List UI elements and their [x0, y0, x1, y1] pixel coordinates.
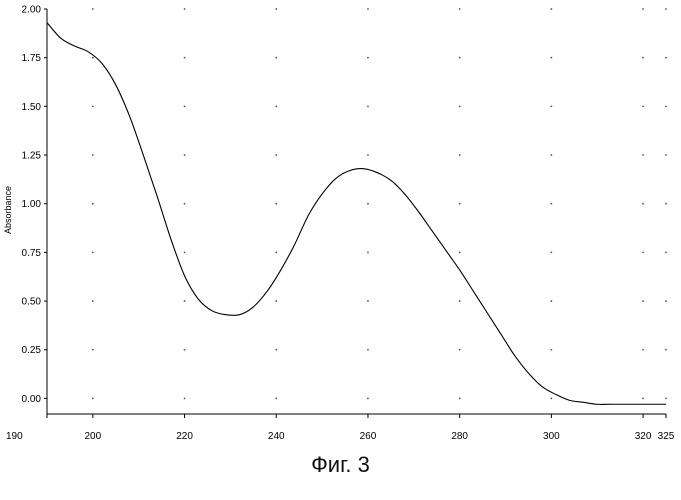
y-axis-title: Absorbance [3, 186, 13, 234]
grid-dot [459, 57, 461, 59]
grid-dot [459, 300, 461, 302]
grid-dot [92, 349, 94, 351]
grid-dot [367, 203, 369, 205]
x-tick-label: 220 [176, 431, 193, 442]
grid-dot [184, 251, 186, 253]
grid-dot [184, 300, 186, 302]
absorbance-curve [47, 23, 666, 405]
grid-dot [642, 300, 644, 302]
grid-dot [665, 154, 667, 156]
grid-dot [184, 105, 186, 107]
grid-dot [367, 251, 369, 253]
grid-dot [642, 398, 644, 400]
y-tick-label: 1.00 [22, 199, 42, 210]
grid-dot [275, 8, 277, 10]
grid-dot [459, 203, 461, 205]
grid-dot [92, 251, 94, 253]
grid-dot [665, 349, 667, 351]
grid-dot [459, 8, 461, 10]
grid-dot [642, 8, 644, 10]
grid-dot [184, 349, 186, 351]
y-tick-label: 0.75 [22, 248, 42, 259]
grid-dot [275, 105, 277, 107]
grid-dot [550, 105, 552, 107]
grid-dot [459, 105, 461, 107]
grid-dots [92, 8, 667, 399]
grid-dot [550, 8, 552, 10]
grid-dot [459, 398, 461, 400]
grid-dot [550, 154, 552, 156]
y-tick-label: 2.00 [22, 5, 42, 16]
grid-dot [550, 300, 552, 302]
grid-dot [275, 398, 277, 400]
figure-caption: Фиг. 3 [0, 452, 681, 478]
grid-dot [184, 203, 186, 205]
grid-dot [665, 398, 667, 400]
x-tick-label: 280 [451, 431, 468, 442]
grid-dot [459, 349, 461, 351]
x-tick-label: 190 [6, 431, 23, 442]
x-tick-label: 325 [658, 431, 675, 442]
grid-dot [550, 398, 552, 400]
grid-dot [367, 8, 369, 10]
x-tick-label: 240 [268, 431, 285, 442]
grid-dot [665, 251, 667, 253]
grid-dot [550, 203, 552, 205]
y-tick-label: 1.50 [22, 102, 42, 113]
x-tick-label: 300 [543, 431, 560, 442]
x-tick-label: 260 [360, 431, 377, 442]
grid-dot [642, 203, 644, 205]
grid-dot [665, 300, 667, 302]
y-tick-label: 0.50 [22, 297, 42, 308]
grid-dot [665, 8, 667, 10]
grid-dot [367, 154, 369, 156]
y-tick-label: 0.25 [22, 345, 42, 356]
grid-dot [642, 154, 644, 156]
grid-dot [275, 154, 277, 156]
grid-dot [275, 57, 277, 59]
grid-dot [184, 8, 186, 10]
grid-dot [275, 251, 277, 253]
grid-dot [642, 105, 644, 107]
grid-dot [367, 349, 369, 351]
grid-dot [459, 154, 461, 156]
grid-dot [184, 398, 186, 400]
y-tick-label: 1.75 [22, 53, 42, 64]
grid-dot [367, 398, 369, 400]
grid-dot [92, 203, 94, 205]
grid-dot [642, 57, 644, 59]
x-tick-label: 200 [85, 431, 102, 442]
grid-dot [367, 105, 369, 107]
grid-dot [92, 57, 94, 59]
grid-dot [550, 349, 552, 351]
grid-dot [642, 349, 644, 351]
grid-dot [92, 154, 94, 156]
grid-dot [275, 300, 277, 302]
y-tick-label: 1.25 [22, 151, 42, 162]
grid-dot [275, 203, 277, 205]
grid-dot [550, 57, 552, 59]
grid-dot [665, 105, 667, 107]
grid-dot [92, 105, 94, 107]
grid-dot [665, 57, 667, 59]
grid-dot [184, 154, 186, 156]
x-tick-labels: 190 200 220 240 260 280 300 320 325 [6, 431, 675, 442]
grid-dot [665, 203, 667, 205]
grid-dot [92, 398, 94, 400]
grid-dot [459, 251, 461, 253]
grid-dot [367, 300, 369, 302]
grid-dot [184, 57, 186, 59]
grid-dot [275, 349, 277, 351]
grid-dot [367, 57, 369, 59]
grid-dot [92, 8, 94, 10]
grid-dot [92, 300, 94, 302]
grid-dot [550, 251, 552, 253]
x-tick-label: 320 [635, 431, 652, 442]
y-tick-label: 0.00 [22, 394, 42, 405]
grid-dot [642, 251, 644, 253]
axes [44, 9, 666, 418]
y-tick-labels: 2.00 1.75 1.50 1.25 1.00 0.75 0.50 0.25 0.00 [22, 5, 42, 405]
